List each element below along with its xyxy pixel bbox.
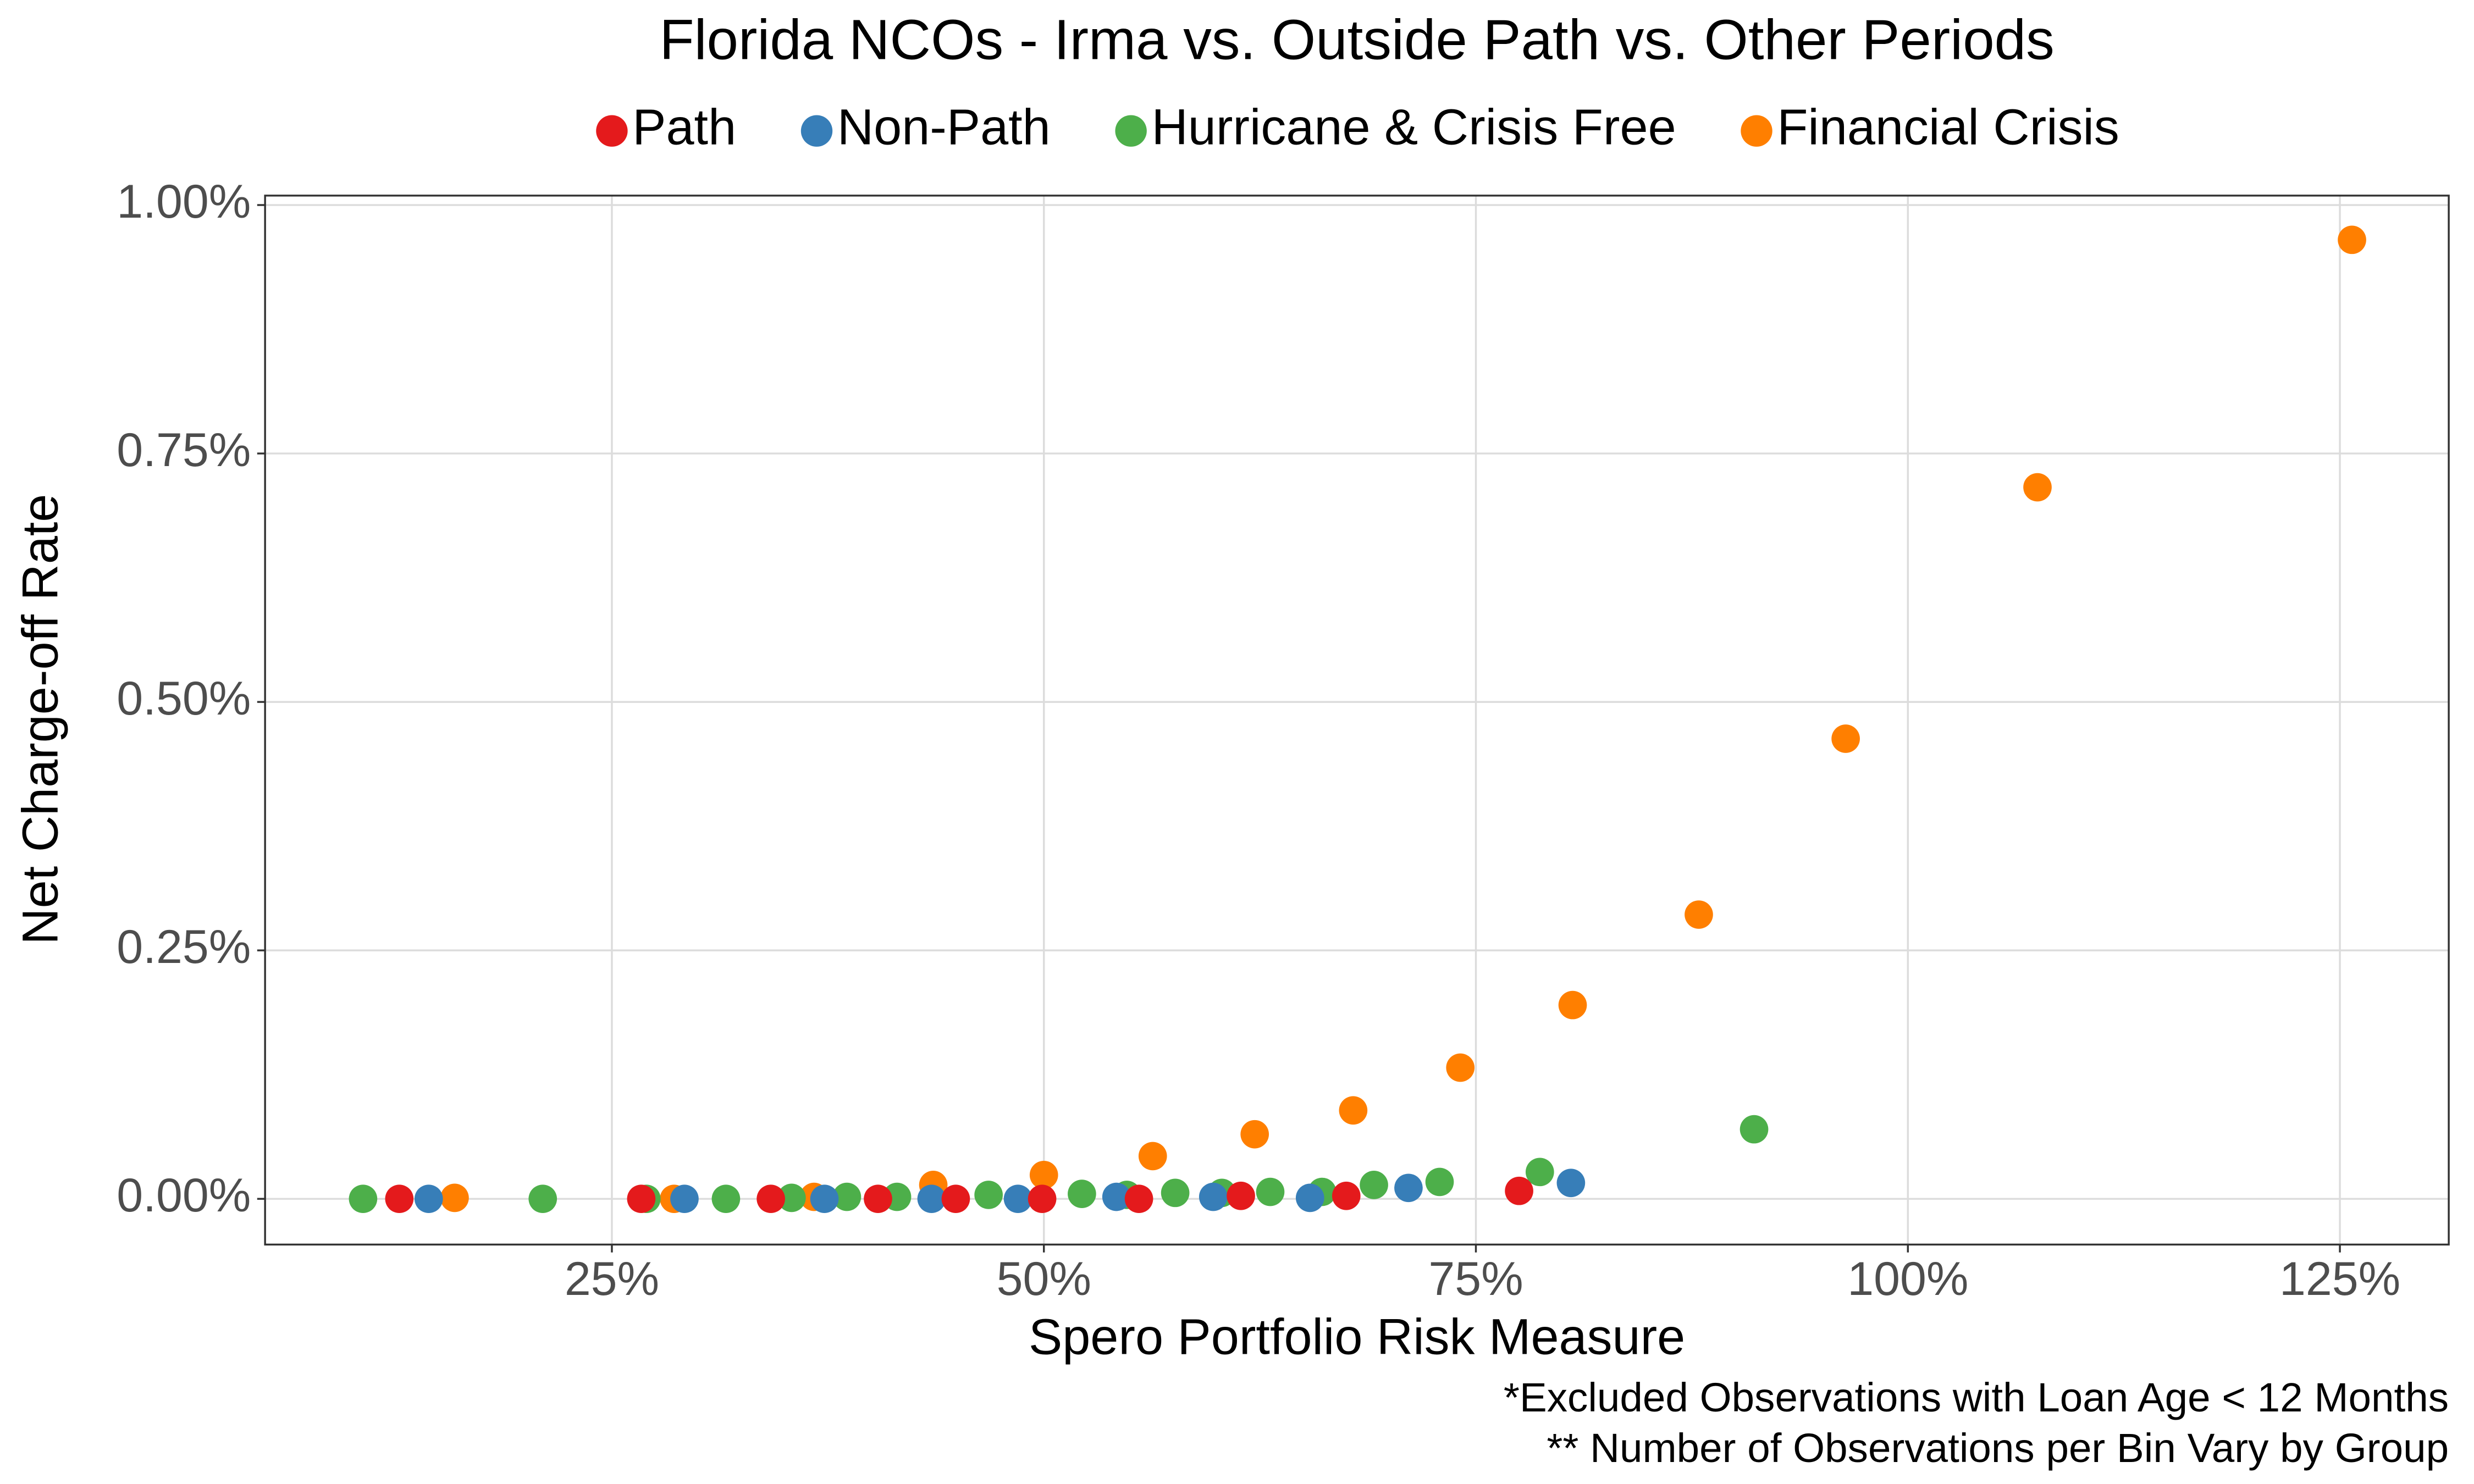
point [670, 1184, 699, 1214]
footnote: *Excluded Observations with Loan Age < 1… [1504, 1374, 2449, 1420]
point [711, 1184, 741, 1214]
legend-label: Financial Crisis [1777, 99, 2119, 155]
point [2023, 473, 2052, 502]
point [1102, 1182, 1131, 1211]
y-tick-label: 0.00% [117, 1169, 251, 1222]
legend-marker [1741, 115, 1772, 147]
point [1685, 900, 1713, 929]
legend-label: Hurricane & Crisis Free [1151, 99, 1676, 155]
point [1161, 1178, 1190, 1208]
point [864, 1184, 892, 1214]
point [1556, 1169, 1586, 1198]
legend-marker [800, 115, 833, 147]
point [1332, 1181, 1361, 1210]
x-axis-title: Spero Portfolio Risk Measure [1029, 1309, 1685, 1365]
x-tick-label: 125% [2279, 1253, 2400, 1305]
point [810, 1184, 839, 1214]
point [1199, 1182, 1228, 1211]
point [1558, 990, 1587, 1020]
point [1295, 1183, 1324, 1212]
point [1003, 1184, 1032, 1214]
series [414, 1169, 1586, 1214]
point [941, 1184, 970, 1214]
point [1124, 1184, 1153, 1214]
point [1138, 1142, 1167, 1171]
series [385, 1176, 1533, 1214]
point [1029, 1160, 1058, 1189]
point [917, 1184, 946, 1214]
point [1446, 1053, 1475, 1082]
legend-label: Non-Path [837, 99, 1051, 155]
point [385, 1184, 414, 1214]
y-tick-label: 0.75% [117, 424, 251, 477]
point [1831, 724, 1860, 753]
point [1425, 1167, 1454, 1197]
point [1227, 1181, 1255, 1210]
x-tick-label: 50% [997, 1253, 1091, 1305]
point [414, 1184, 443, 1214]
point [627, 1184, 656, 1214]
point [756, 1184, 785, 1214]
y-tick-label: 1.00% [117, 175, 251, 228]
point [1256, 1177, 1285, 1206]
plot-background [265, 195, 2449, 1245]
point [1240, 1120, 1269, 1149]
footnote: ** Number of Observations per Bin Vary b… [1547, 1425, 2449, 1471]
point [349, 1184, 378, 1214]
point [1505, 1176, 1533, 1205]
point [2338, 225, 2366, 254]
point [1739, 1115, 1769, 1144]
legend: Path Non-Path Hurricane & Crisis Free Finan… [596, 99, 2119, 155]
legend-label: Path [632, 99, 736, 155]
point [1028, 1184, 1057, 1214]
y-axis-title: Net Charge-off Rate [13, 494, 69, 945]
x-tick-label: 100% [1847, 1253, 1968, 1305]
point [832, 1182, 862, 1211]
y-tick-label: 0.25% [117, 921, 251, 973]
point [528, 1184, 557, 1214]
point [440, 1183, 469, 1212]
y-tick-label: 0.50% [117, 672, 251, 725]
point [1339, 1096, 1368, 1125]
point [1068, 1180, 1096, 1208]
legend-marker [1115, 115, 1147, 147]
chart-title: Florida NCOs - Irma vs. Outside Path vs.… [659, 8, 2054, 71]
point [1360, 1171, 1388, 1199]
point [1394, 1173, 1423, 1203]
point [1525, 1158, 1554, 1187]
x-tick-label: 25% [565, 1253, 659, 1305]
point [777, 1183, 806, 1212]
point [974, 1181, 1003, 1209]
legend-marker [596, 115, 628, 147]
x-tick-label: 75% [1428, 1253, 1523, 1305]
plot-border [264, 195, 2450, 1246]
